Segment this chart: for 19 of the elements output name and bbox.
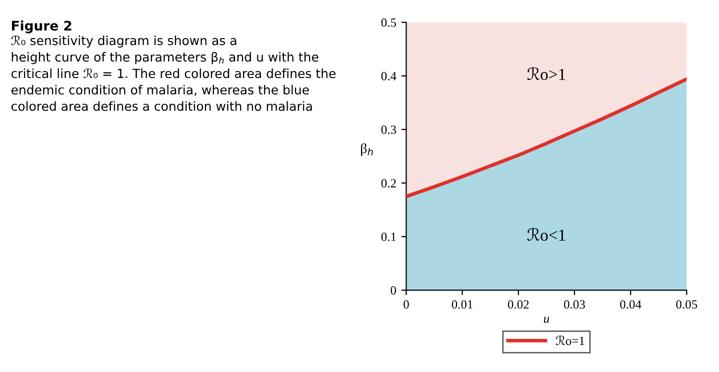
text: ℛ₀ sensitivity diagram is shown as a height curve of the parameters β$_{h}$ and u with the critical line ℛ₀ = 1. The red colored area defines the endemic condition of malaria, whereas the blue colored area defines a condition with no malaria	[11, 35, 336, 111]
y-tick-label: 0.5	[381, 18, 396, 27]
legend-label: ℛo=1	[556, 335, 584, 346]
x-axis-title: u	[544, 316, 550, 323]
y-tick-label: 0.3	[381, 125, 396, 134]
text: Figure 2	[12, 20, 72, 34]
x-tick-label: 0.05	[676, 300, 698, 309]
y-axis-title: β$_{h}$	[361, 143, 373, 156]
x-tick-label: 0	[404, 300, 409, 309]
x-tick-label: 0.04	[620, 300, 642, 309]
y-tick-label: 0.1	[381, 232, 396, 242]
y-tick-label: 0	[390, 286, 396, 295]
annotation: ℛo<1	[527, 228, 566, 241]
x-tick-label: 0.01	[452, 300, 473, 309]
x-tick-label: 0.02	[508, 300, 529, 309]
annotation: ℛo>1	[527, 66, 566, 80]
y-tick-label: 0.4	[381, 72, 396, 80]
x-tick-label: 0.03	[564, 300, 585, 309]
y-tick-label: 0.2	[381, 179, 396, 188]
